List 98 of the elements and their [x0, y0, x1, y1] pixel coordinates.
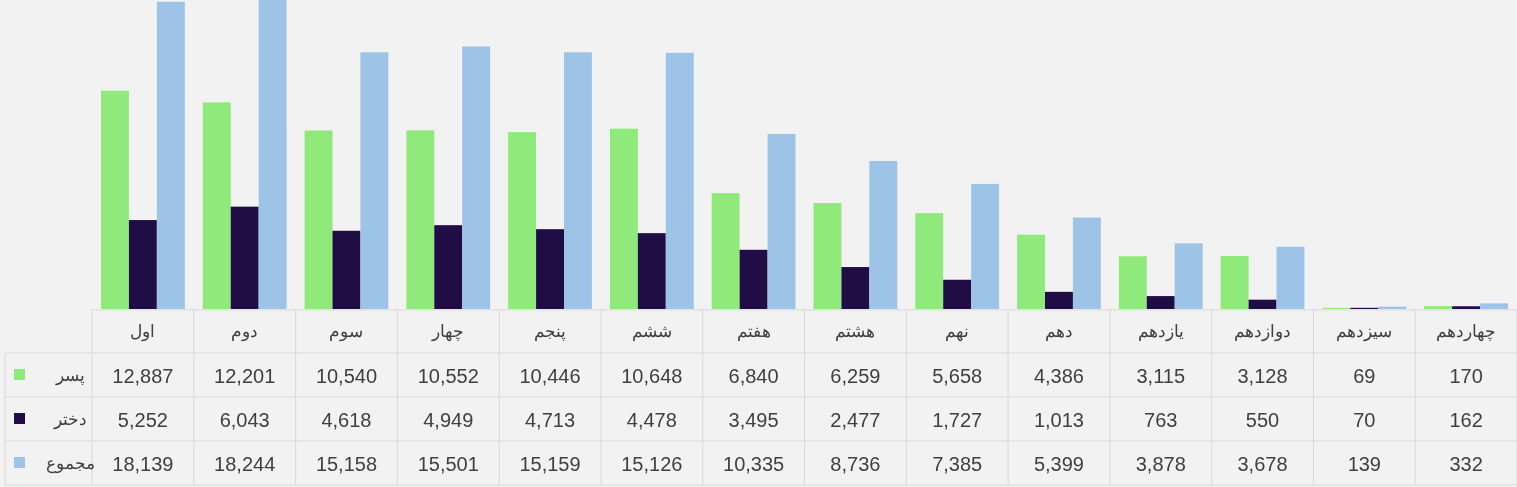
data-label: 162	[1449, 409, 1483, 431]
data-label: 550	[1245, 409, 1280, 431]
bar	[1452, 306, 1481, 309]
data-label: 4,618	[321, 409, 372, 431]
data-label: 4,949	[423, 409, 474, 431]
data-label: 5,658	[932, 365, 983, 387]
bar	[462, 46, 491, 309]
bar	[304, 130, 333, 309]
bar	[230, 206, 259, 309]
data-label: 15,158	[315, 453, 378, 475]
data-label: 4,713	[525, 409, 576, 431]
bar	[1220, 256, 1249, 309]
bar	[332, 230, 361, 309]
bar	[1118, 256, 1147, 309]
data-label: 3,495	[728, 409, 779, 431]
x-tick-label: چهار	[431, 322, 465, 342]
data-label: 6,259	[830, 365, 881, 387]
data-label: 10,335	[723, 453, 785, 475]
bar	[508, 132, 537, 309]
x-tick-label: یازدهم	[1137, 322, 1184, 342]
bar	[536, 229, 564, 309]
data-label: 3,128	[1237, 365, 1288, 387]
data-label: 15,501	[417, 453, 479, 475]
data-label: 6,043	[219, 409, 270, 431]
data-label: 15,159	[519, 453, 581, 475]
data-label: 10,648	[621, 365, 683, 387]
bar	[943, 279, 972, 309]
bar	[1017, 234, 1045, 309]
data-label: 7,385	[932, 453, 983, 475]
data-label: 69	[1353, 365, 1376, 387]
bar	[841, 267, 870, 309]
x-tick-label: چهاردهم	[1436, 322, 1497, 342]
bar	[202, 102, 231, 309]
data-label: 332	[1449, 453, 1483, 475]
bar	[406, 130, 435, 309]
x-tick-label: هفتم	[736, 322, 771, 342]
bar	[767, 133, 796, 309]
bar	[1146, 296, 1175, 309]
x-tick-label: دوم	[231, 322, 259, 342]
data-label: 12,887	[112, 365, 174, 387]
legend-label: دختر	[52, 410, 87, 430]
x-tick-label: دوازدهم	[1234, 322, 1292, 342]
data-label: 170	[1449, 365, 1483, 387]
data-label: 763	[1144, 409, 1178, 431]
data-label: 8,736	[830, 453, 881, 475]
bar	[711, 193, 740, 309]
x-tick-label: ششم	[631, 322, 672, 342]
x-tick-label: نهم	[945, 322, 970, 342]
bar	[1248, 299, 1277, 309]
bar	[1276, 246, 1305, 309]
data-label: 10,552	[417, 365, 479, 387]
data-label: 1,013	[1033, 409, 1084, 431]
bar	[1424, 306, 1453, 309]
data-label: 4,386	[1033, 365, 1084, 387]
data-label: 5,399	[1033, 453, 1084, 475]
bar	[1045, 291, 1073, 309]
data-label: 10,446	[519, 365, 581, 387]
bar	[258, 0, 287, 309]
data-label: 1,727	[932, 409, 983, 431]
bar	[434, 225, 463, 309]
x-tick-label: هشتم	[835, 322, 876, 342]
bar	[1072, 217, 1101, 309]
data-label: 10,540	[315, 365, 378, 387]
x-tick-label: سوم	[329, 322, 364, 342]
x-tick-label: سیزدهم	[1336, 322, 1393, 342]
data-label: 139	[1347, 453, 1382, 475]
bar	[869, 161, 898, 309]
x-tick-label: دهم	[1044, 322, 1073, 342]
bar	[739, 249, 768, 309]
x-tick-label: پنجم	[534, 322, 567, 342]
bar	[564, 52, 592, 309]
bar	[101, 90, 129, 309]
data-label: 70	[1353, 409, 1376, 431]
bar	[609, 128, 638, 309]
data-label: 5,252	[117, 409, 168, 431]
data-label: 2,477	[830, 409, 881, 431]
bar	[156, 1, 185, 309]
data-label: 18,244	[214, 453, 276, 475]
legend-label: پسر	[54, 366, 85, 386]
bar	[915, 213, 944, 309]
data-label: 3,678	[1237, 453, 1288, 475]
data-label: 6,840	[728, 365, 779, 387]
data-label: 3,115	[1136, 365, 1186, 387]
bar	[1480, 303, 1508, 309]
bar	[128, 220, 157, 309]
bar	[813, 202, 842, 309]
bar	[665, 52, 694, 309]
data-label: 3,878	[1135, 453, 1186, 475]
bar	[1174, 243, 1203, 309]
data-label: 18,139	[112, 453, 174, 475]
x-tick-label: اول	[130, 322, 156, 342]
data-label: 12,201	[214, 365, 276, 387]
data-label: 4,478	[626, 409, 677, 431]
bar	[971, 183, 1000, 309]
data-label: 15,126	[621, 453, 683, 475]
bar	[360, 52, 389, 309]
legend-label: مجموع	[45, 454, 95, 474]
bar	[637, 233, 666, 309]
